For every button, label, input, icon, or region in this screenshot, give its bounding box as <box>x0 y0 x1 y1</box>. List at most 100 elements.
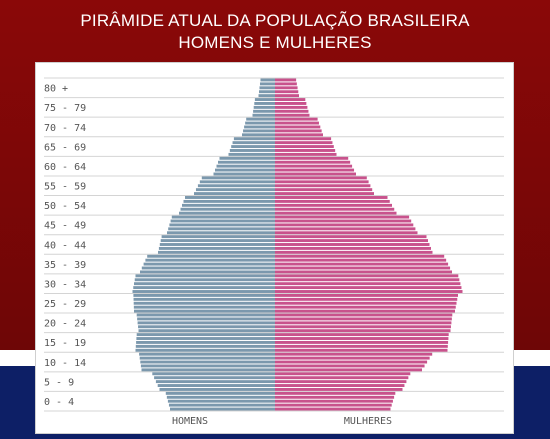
men-bar <box>137 321 275 325</box>
women-bar <box>275 329 451 333</box>
men-bar <box>133 286 275 290</box>
men-bar <box>133 305 275 309</box>
women-bar <box>275 196 388 199</box>
men-bar <box>136 313 275 317</box>
women-bar <box>275 188 373 192</box>
age-group-label: 35 - 39 <box>44 260 86 271</box>
men-bar <box>245 121 275 125</box>
women-bar <box>275 125 321 129</box>
women-bar <box>275 113 310 117</box>
men-bar <box>254 98 275 102</box>
men-bar <box>229 149 275 152</box>
women-bar <box>275 149 336 152</box>
women-bar <box>275 168 355 172</box>
women-bar <box>275 364 425 368</box>
women-bar <box>275 164 353 168</box>
women-bar <box>275 403 392 407</box>
women-bar <box>275 274 459 278</box>
men-bar <box>135 274 275 278</box>
women-bar <box>275 301 457 305</box>
women-bar <box>275 262 449 266</box>
men-bar <box>231 145 275 149</box>
women-bar <box>275 231 418 235</box>
men-bar <box>254 102 275 105</box>
men-bar <box>194 192 275 196</box>
men-bar <box>132 290 275 293</box>
men-bar <box>253 105 275 109</box>
age-group-label: 15 - 19 <box>44 338 86 349</box>
men-bar <box>159 387 275 391</box>
men-bar <box>215 168 275 172</box>
men-bar <box>228 152 275 156</box>
women-bar <box>275 297 458 301</box>
pyramid-svg: 0 - 4 5 - 9 10 - 14 15 - 19 20 - 24 25 - 29 30… <box>44 77 504 427</box>
women-bar <box>275 293 458 297</box>
women-bar <box>275 356 430 360</box>
women-bar <box>275 270 452 274</box>
women-bar <box>275 286 462 290</box>
women-bar <box>275 199 390 203</box>
men-bar <box>138 325 275 329</box>
women-bar <box>275 258 447 262</box>
men-bar <box>201 176 275 180</box>
age-labels: 0 - 4 5 - 9 10 - 14 15 - 19 20 - 24 25 - 29 30… <box>44 84 86 408</box>
women-bar <box>275 266 451 270</box>
men-bar <box>134 282 275 286</box>
women-bar <box>275 129 322 133</box>
men-bar <box>138 329 275 333</box>
men-bar <box>232 141 275 145</box>
women-bar <box>275 387 403 391</box>
men-bar <box>252 113 275 117</box>
age-group-label: 30 - 34 <box>44 279 86 290</box>
men-bar <box>133 293 275 297</box>
men-bar <box>135 348 275 352</box>
women-bar <box>275 235 427 239</box>
gridlines <box>44 77 504 412</box>
women-bar <box>275 211 397 215</box>
men-bar <box>260 78 275 82</box>
women-bar <box>275 344 448 348</box>
men-bar <box>170 219 275 223</box>
women-bar <box>275 313 453 317</box>
men-bar <box>185 196 275 199</box>
women-bar <box>275 160 351 164</box>
women-bar <box>275 176 367 180</box>
title-line-2: HOMENS E MULHERES <box>178 33 372 52</box>
men-bar <box>219 156 275 160</box>
men-bar <box>141 368 275 372</box>
women-bar <box>275 227 416 231</box>
women-bar <box>275 172 356 176</box>
men-bar <box>170 407 275 411</box>
age-group-label: 55 - 59 <box>44 182 86 193</box>
title-line-1: PIRÂMIDE ATUAL DA POPULAÇÃO BRASILEIRA <box>80 11 470 30</box>
men-bar <box>167 231 275 235</box>
men-bar <box>259 82 275 86</box>
women-bar <box>275 372 411 376</box>
men-bar <box>168 403 275 407</box>
women-bar <box>275 78 297 82</box>
women-bar <box>275 207 395 211</box>
women-bar <box>275 121 319 125</box>
women-bar <box>275 348 448 352</box>
women-bar <box>275 360 428 364</box>
men-bar <box>216 164 275 168</box>
men-bar <box>152 372 275 376</box>
women-bar <box>275 219 412 223</box>
men-bar <box>243 129 275 133</box>
men-bar <box>195 188 275 192</box>
men-bar <box>139 356 275 360</box>
women-bar <box>275 290 463 293</box>
women-bar <box>275 243 430 246</box>
men-bar <box>137 317 275 321</box>
women-bar <box>275 376 409 380</box>
women-bar <box>275 82 297 86</box>
men-bar <box>136 337 275 340</box>
women-bar <box>275 333 449 337</box>
women-bar <box>275 141 333 145</box>
women-bar <box>275 309 455 313</box>
men-bar <box>141 266 275 270</box>
men-bar <box>242 133 275 137</box>
men-bar <box>154 376 275 380</box>
women-bar <box>275 282 461 286</box>
age-group-label: 75 - 79 <box>44 103 86 114</box>
